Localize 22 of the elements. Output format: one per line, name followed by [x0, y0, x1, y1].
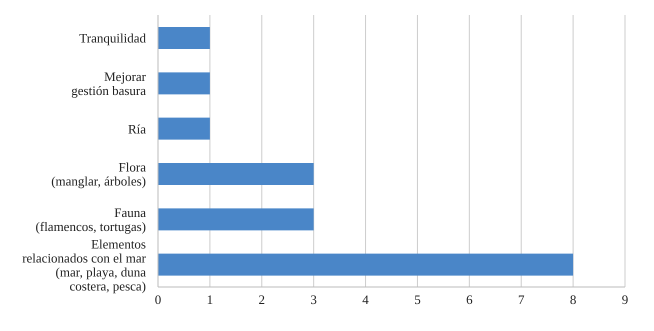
x-tick-label: 6 — [466, 292, 474, 308]
x-tick-label: 0 — [154, 292, 162, 308]
bar — [158, 163, 314, 185]
bar — [158, 118, 210, 140]
y-tick-label: Fauna (flamencos, tortugas) — [36, 204, 146, 234]
x-tick-label: 2 — [258, 292, 266, 308]
y-tick-label: Tranquilidad — [79, 30, 146, 46]
y-tick-label: Mejorar gestión basura — [71, 68, 147, 98]
x-tick-label: 5 — [414, 292, 421, 308]
bar — [158, 208, 314, 230]
x-tick-label: 1 — [206, 292, 214, 308]
x-tick-label: 9 — [622, 292, 628, 308]
x-tick-label: 4 — [362, 292, 370, 308]
bar — [158, 72, 210, 94]
x-tick-label: 8 — [570, 292, 576, 308]
bar — [158, 254, 574, 276]
x-tick-label: 3 — [310, 292, 317, 308]
y-tick-label: Flora (manglar, árboles) — [51, 159, 146, 188]
bar — [158, 27, 210, 49]
y-tick-label: Elementos relacionados con el mar (mar, playa, duna costera, pesca) — [22, 236, 147, 293]
y-tick-label: Ría — [128, 120, 146, 136]
x-tick-label: 7 — [518, 292, 525, 308]
